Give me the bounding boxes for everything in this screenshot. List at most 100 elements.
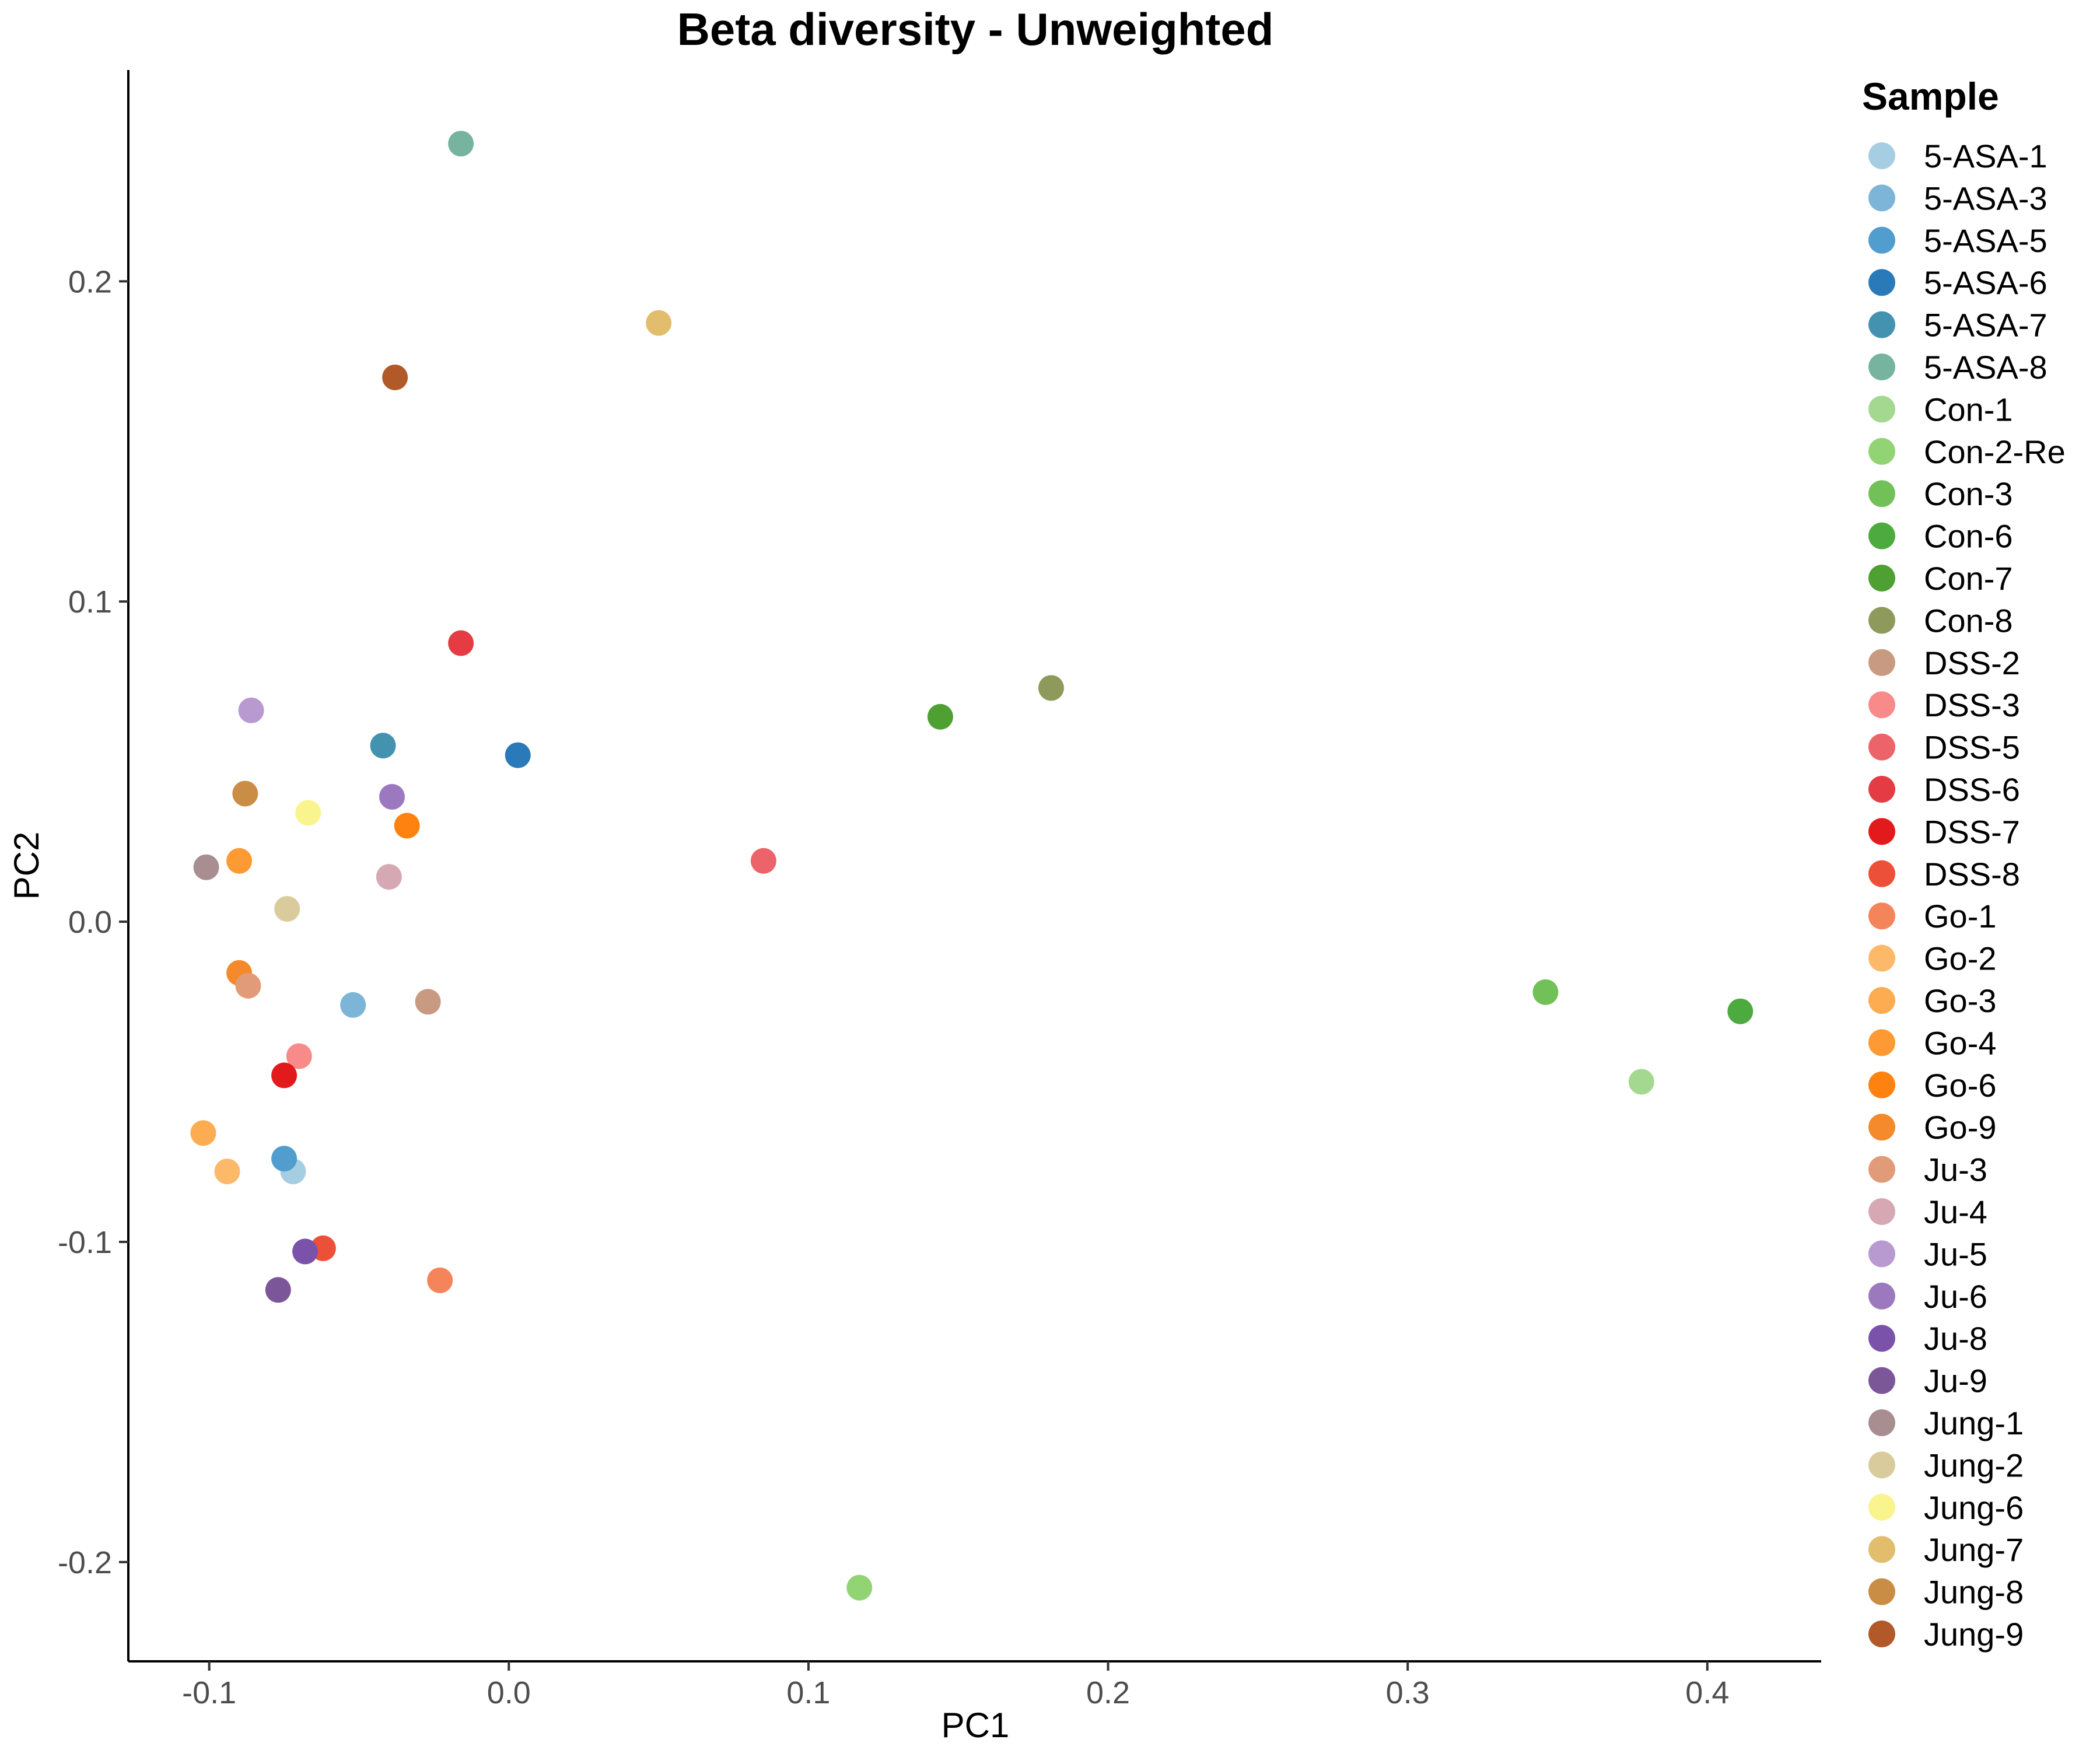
legend-label: 5-ASA-3 [1924, 180, 2048, 216]
point-go-4 [226, 848, 253, 874]
x-tick-label: -0.1 [182, 1675, 236, 1710]
point-ju-5 [238, 697, 264, 723]
legend-label: Ju-9 [1924, 1363, 1987, 1399]
point-con-8 [1038, 675, 1064, 701]
point-jung-7 [646, 310, 672, 336]
legend-key-dss-8 [1868, 860, 1895, 887]
point-go-6 [394, 813, 420, 839]
legend-label: 5-ASA-6 [1924, 264, 2048, 301]
point-jung-8 [232, 780, 258, 807]
point-5-asa-5 [271, 1146, 298, 1172]
point-ju-3 [235, 972, 261, 999]
point-dss-3 [286, 1043, 312, 1069]
point-con-7 [927, 704, 953, 730]
point-5-asa-3 [340, 992, 366, 1018]
legend-label: Go-2 [1924, 940, 1997, 977]
point-jung-9 [382, 364, 408, 390]
point-go-3 [190, 1120, 216, 1146]
y-ticks: -0.2 -0.1 0.0 0.1 0.2 [58, 264, 128, 1580]
legend-key-go-2 [1868, 944, 1895, 972]
point-go-2 [214, 1158, 240, 1185]
legend-key-con-7 [1868, 565, 1895, 592]
y-axis-title: PC2 [7, 832, 46, 900]
legend-label: Jung-7 [1924, 1531, 2024, 1568]
y-tick-label: 0.1 [68, 584, 112, 620]
legend-label: Go-9 [1924, 1109, 1997, 1146]
legend-label: 5-ASA-7 [1924, 307, 2048, 344]
y-tick-label: -0.1 [58, 1225, 112, 1260]
legend-label: DSS-7 [1924, 813, 2020, 850]
point-dss-2 [415, 989, 441, 1015]
legend-label: Ju-6 [1924, 1278, 1987, 1315]
legend-label: DSS-6 [1924, 771, 2020, 808]
x-tick-label: 0.4 [1685, 1675, 1729, 1710]
x-tick-label: 0.1 [786, 1675, 830, 1710]
y-tick-label: 0.0 [68, 905, 112, 940]
legend-label: Ju-8 [1924, 1320, 1987, 1357]
x-tick-label: 0.3 [1386, 1675, 1430, 1710]
point-ju-4 [376, 864, 402, 890]
legend-key-jung-1 [1868, 1409, 1895, 1436]
legend-key-ju-5 [1868, 1240, 1895, 1268]
legend-key-con-2-re [1868, 438, 1895, 465]
point-con-3 [1532, 979, 1559, 1005]
point-con-6 [1727, 998, 1754, 1024]
point-con-2-re [846, 1574, 873, 1601]
point-dss-5 [750, 848, 776, 874]
legend-label: DSS-5 [1924, 729, 2020, 766]
legend-label: Jung-8 [1924, 1574, 2024, 1611]
legend-label: 5-ASA-5 [1924, 222, 2048, 259]
x-ticks: -0.1 0.0 0.1 0.2 0.3 0.4 [182, 1661, 1729, 1710]
legend-key-con-1 [1868, 396, 1895, 423]
point-ju-8 [292, 1238, 318, 1265]
legend-key-jung-9 [1868, 1620, 1895, 1647]
legend-key-5-asa-7 [1868, 311, 1895, 338]
point-go-1 [427, 1267, 453, 1293]
point-jung-1 [193, 854, 219, 880]
point-jung-2 [274, 896, 300, 922]
legend-label: Con-6 [1924, 518, 2013, 555]
axes: -0.1 0.0 0.1 0.2 0.3 0.4 -0.2 -0.1 0.0 0.1 0.2 [58, 70, 1821, 1710]
legend-key-jung-7 [1868, 1536, 1895, 1563]
point-ju-9 [265, 1277, 291, 1303]
legend-key-dss-7 [1868, 818, 1895, 845]
legend-label: Jung-2 [1924, 1447, 2024, 1483]
legend-key-jung-8 [1868, 1578, 1895, 1605]
legend-key-5-asa-6 [1868, 269, 1895, 296]
legend-key-5-asa-3 [1868, 184, 1895, 212]
legend-key-go-4 [1868, 1029, 1895, 1056]
legend-label: DSS-2 [1924, 645, 2020, 681]
legend-label: Go-6 [1924, 1067, 1997, 1104]
legend-label: Con-1 [1924, 391, 2013, 428]
legend-key-dss-6 [1868, 776, 1895, 803]
point-dss-6 [448, 630, 474, 656]
x-axis-title: PC1 [942, 1706, 1010, 1745]
legend-label: Con-8 [1924, 602, 2013, 639]
y-tick-label: -0.2 [58, 1545, 112, 1580]
legend-label: Go-3 [1924, 982, 1997, 1019]
legend-label: Jung-1 [1924, 1405, 2024, 1441]
legend-key-ju-8 [1868, 1325, 1895, 1352]
x-tick-label: 0.2 [1086, 1675, 1130, 1710]
y-tick-label: 0.2 [68, 264, 112, 299]
legend-label: DSS-8 [1924, 856, 2020, 892]
legend: Sample 5-ASA-15-ASA-35-ASA-55-ASA-65-ASA… [1862, 75, 2066, 1653]
legend-key-go-1 [1868, 902, 1895, 930]
legend-key-5-asa-1 [1868, 142, 1895, 169]
legend-label: Jung-6 [1924, 1489, 2024, 1526]
legend-label: Go-1 [1924, 898, 1997, 935]
legend-key-con-3 [1868, 480, 1895, 508]
legend-label: Con-2-Re [1924, 433, 2066, 470]
legend-key-jung-6 [1868, 1493, 1895, 1521]
legend-key-5-asa-5 [1868, 226, 1895, 254]
legend-label: Con-3 [1924, 475, 2013, 512]
legend-key-dss-2 [1868, 649, 1895, 676]
legend-key-5-asa-8 [1868, 354, 1895, 380]
point-5-asa-8 [448, 131, 474, 157]
legend-items: 5-ASA-1 5-ASA-3 5-ASA-5 5-ASA-6 5-ASA-7 5-ASA… [1868, 138, 2066, 1653]
legend-key-ju-4 [1868, 1198, 1895, 1225]
legend-key-con-6 [1868, 522, 1895, 550]
legend-label: Ju-5 [1924, 1236, 1987, 1272]
legend-label: 5-ASA-1 [1924, 138, 2048, 174]
point-5-asa-7 [370, 733, 396, 759]
